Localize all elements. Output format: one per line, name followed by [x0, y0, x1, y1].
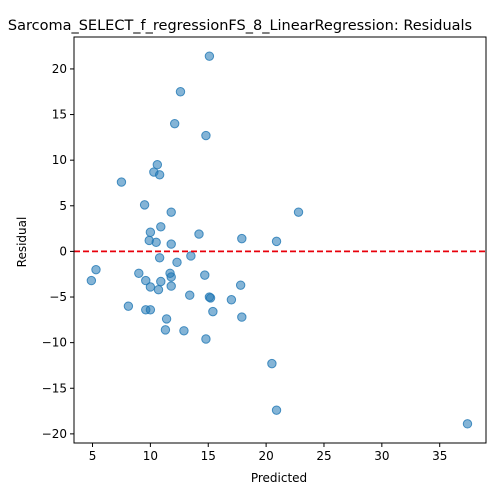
data-point — [267, 358, 277, 369]
y-tick-label: 5 — [59, 199, 67, 213]
data-point — [237, 312, 247, 322]
plot-frame — [73, 36, 487, 444]
y-tick-label: −15 — [42, 381, 67, 395]
data-point — [179, 326, 189, 336]
x-tick-label: 30 — [374, 449, 389, 463]
chart-title: Sarcoma_SELECT_f_regressionFS_8_LinearRe… — [8, 18, 472, 34]
data-point — [166, 207, 176, 217]
data-point — [154, 253, 165, 263]
data-point — [91, 264, 101, 275]
data-point — [235, 280, 246, 290]
x-tick-label: 5 — [89, 449, 97, 463]
data-point — [205, 293, 216, 303]
data-point — [201, 130, 211, 141]
data-point — [175, 87, 186, 97]
y-tick-label: 20 — [52, 62, 67, 76]
data-point — [169, 118, 180, 129]
data-point — [156, 276, 166, 287]
data-point — [172, 257, 182, 268]
plot-area: 5 10 15 20 25 30 35 −20 −15 −10 −5 0 5 10 15 20 — [42, 36, 487, 463]
data-point — [201, 334, 211, 344]
x-tick-label: 15 — [201, 449, 216, 463]
y-tick-label: 15 — [52, 108, 67, 122]
data-point — [160, 325, 171, 335]
data-point — [166, 272, 176, 282]
y-axis-label: Residual — [15, 217, 29, 268]
data-point — [141, 275, 151, 286]
data-point — [134, 268, 144, 279]
data-point — [166, 239, 176, 249]
data-point — [145, 227, 156, 237]
data-point — [194, 229, 204, 239]
y-tick-label: −10 — [42, 336, 67, 350]
data-point — [293, 207, 304, 217]
data-point — [271, 405, 282, 415]
x-tick-label: 10 — [143, 449, 158, 463]
data-point — [156, 222, 166, 232]
data-point — [86, 275, 97, 286]
x-tick-label: 35 — [432, 449, 447, 463]
data-point — [166, 281, 176, 291]
data-point — [116, 177, 127, 187]
data-point — [271, 236, 282, 247]
data-point — [145, 305, 156, 315]
data-point — [123, 301, 134, 311]
data-point — [139, 200, 150, 210]
data-point — [161, 314, 172, 324]
data-point — [462, 419, 473, 429]
data-point — [237, 233, 247, 244]
y-tick-label: 0 — [59, 244, 67, 258]
data-point — [208, 306, 218, 317]
data-point — [153, 285, 164, 295]
data-point — [186, 251, 196, 261]
data-point — [145, 282, 156, 292]
y-tick-label: −20 — [42, 427, 67, 441]
y-tick-label: 10 — [52, 153, 67, 167]
y-tick-label: −5 — [49, 290, 67, 304]
data-point — [185, 290, 195, 300]
x-axis-label: Predicted — [251, 471, 307, 485]
data-point — [204, 51, 215, 61]
data-point — [200, 270, 210, 280]
data-point — [226, 295, 237, 305]
x-tick-label: 20 — [258, 449, 273, 463]
data-point — [151, 237, 161, 247]
data-point — [154, 170, 165, 180]
x-tick-label: 25 — [316, 449, 331, 463]
